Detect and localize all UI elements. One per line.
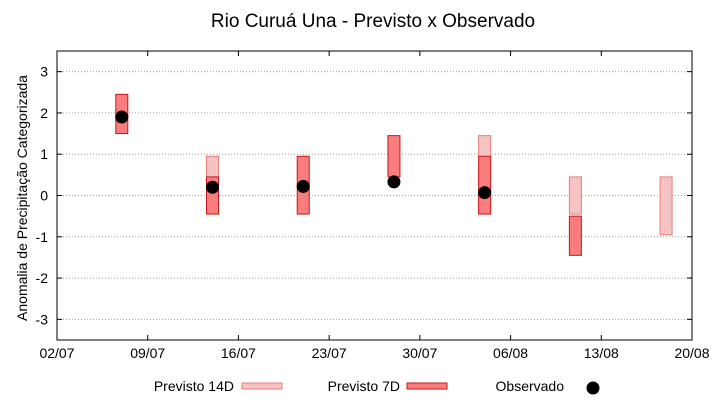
legend: Previsto 14D Previsto 7D Observado: [154, 378, 600, 395]
x-tick-label: 02/07: [39, 345, 74, 361]
observed-point: [478, 186, 492, 200]
chart-title: Rio Curuá Una - Previsto x Observado: [211, 11, 535, 32]
x-tick-label: 20/08: [674, 345, 709, 361]
y-tick-label: -1: [36, 229, 49, 245]
y-axis-label: Anomalia de Precipitação Categorizada: [14, 75, 30, 321]
y-tick-label: -3: [36, 311, 49, 327]
legend-swatch: [586, 381, 600, 395]
y-tick-label: 2: [40, 105, 48, 121]
forecast-bar: [478, 155, 492, 215]
x-tick-label: 06/08: [493, 345, 528, 361]
y-tick-label: 1: [40, 146, 48, 162]
forecast-bar: [659, 176, 673, 236]
forecast-bar: [568, 215, 582, 256]
plot-frame: [56, 50, 693, 341]
x-tick-label: 23/07: [312, 345, 347, 361]
observed-points: [115, 110, 492, 200]
y-tick-label: 3: [40, 64, 48, 80]
observed-point: [296, 179, 310, 193]
observed-point: [206, 180, 220, 194]
legend-label: Previsto 14D: [154, 378, 234, 394]
y-tick-label: 0: [40, 188, 48, 204]
legend-swatch: [241, 382, 283, 390]
bars: [115, 93, 673, 256]
observed-point: [387, 175, 401, 189]
grid: [57, 71, 692, 320]
x-tick-label: 30/07: [402, 345, 437, 361]
y-tick-label: -2: [36, 270, 49, 286]
axes: -3 -2 -1 0 1 2 3 02/07 09/07 16/07 23/07 30/07 06/08…: [36, 51, 710, 361]
x-tick-label: 16/07: [221, 345, 256, 361]
legend-label: Observado: [496, 378, 565, 394]
forecast-bar: [387, 135, 401, 178]
legend-label: Previsto 7D: [328, 378, 400, 394]
observed-point: [115, 110, 129, 124]
forecast-bar: [568, 176, 582, 215]
legend-swatch: [406, 382, 448, 390]
x-tick-label: 09/07: [130, 345, 165, 361]
x-tick-label: 13/08: [584, 345, 619, 361]
